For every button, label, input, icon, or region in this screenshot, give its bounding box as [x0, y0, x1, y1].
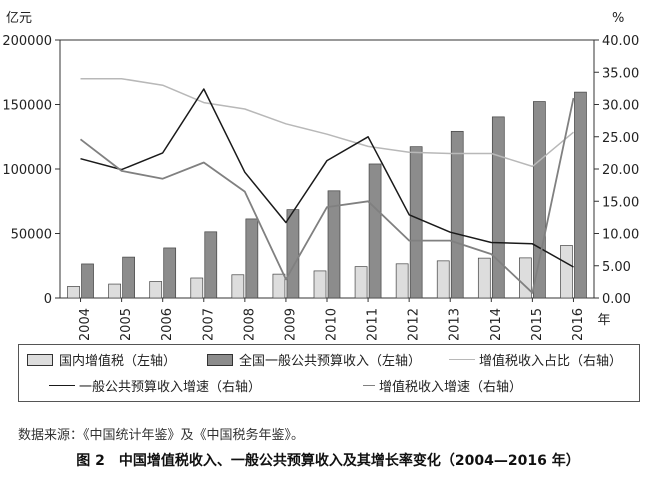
legend-label-vat-share: 增值税收入占比（右轴） — [479, 354, 623, 369]
bar-vat — [313, 270, 327, 299]
legend-row-2: 一般公共预算收入增速（右轴） 增值税收入增速（右轴） — [19, 373, 639, 397]
bar-revenue — [574, 91, 587, 299]
x-tick-label: 2011 — [366, 308, 381, 340]
bar-revenue — [409, 146, 423, 299]
bar-vat — [108, 283, 121, 299]
bar-revenue — [245, 218, 259, 299]
x-tick-label: 2008 — [242, 308, 257, 340]
y-left-unit: 亿元 — [6, 11, 32, 26]
legend-label-revenue-growth: 一般公共预算收入增速（右轴） — [79, 380, 262, 395]
y-left-tick-label: 0 — [44, 292, 52, 307]
legend-item-revenue-growth: 一般公共预算收入增速（右轴） — [49, 376, 261, 395]
bar-revenue — [81, 263, 94, 299]
chart-canvas: 0 50000 100000 150000 200000 0.00 5.00 10.00 15.… — [2, 11, 639, 340]
bar-vat — [477, 257, 491, 299]
bar-vat — [190, 277, 204, 299]
bar-revenue — [163, 247, 177, 299]
line-vat-growth — [79, 97, 575, 294]
x-tick-label: 2015 — [530, 308, 545, 340]
bar-vat — [354, 266, 368, 299]
line-revenue-growth — [80, 88, 574, 268]
legend-row-1: 国内增值税（左轴） 全国一般公共预算收入（左轴） 增值税收入占比（右轴） — [19, 347, 639, 371]
y-right-tick-label: 25.00 — [602, 131, 639, 146]
x-tick-label: 2012 — [407, 308, 422, 340]
bar-vat — [436, 260, 450, 299]
y-left-tick-label: 200000 — [2, 34, 52, 49]
plot-frame — [59, 39, 595, 299]
bar-revenue — [533, 101, 546, 299]
bar-vat — [67, 286, 80, 299]
bar-vat — [272, 273, 286, 299]
y-right-tick-label: 40.00 — [602, 34, 639, 49]
y-left-tick-label: 50000 — [11, 228, 52, 243]
bar-vat — [519, 257, 532, 299]
y-right-tick-label: 5.00 — [602, 260, 631, 275]
legend-label-vat-growth: 增值税收入增速（右轴） — [379, 380, 523, 395]
y-right-tick-label: 35.00 — [602, 66, 639, 81]
bar-revenue — [122, 256, 135, 299]
bar-revenue — [204, 231, 218, 299]
x-tick-label: 2009 — [283, 308, 298, 340]
y-right-tick-label: 30.00 — [602, 99, 639, 114]
x-tick-label: 2013 — [448, 308, 463, 340]
x-unit: 年 — [597, 313, 610, 328]
bar-vat — [231, 274, 245, 299]
bar-revenue — [286, 209, 300, 299]
legend-swatch-vat-growth — [363, 385, 375, 386]
bar-revenue — [491, 116, 505, 299]
bar-vat — [395, 263, 409, 299]
y-right-tick-label: 15.00 — [602, 195, 639, 210]
x-tick-label: 2004 — [78, 308, 93, 340]
legend-item-revenue: 全国一般公共预算收入（左轴） — [207, 350, 421, 369]
legend-label-vat: 国内增值税（左轴） — [59, 354, 177, 369]
x-tick-label: 2007 — [201, 308, 216, 340]
bar-revenue — [450, 130, 464, 299]
legend-swatch-revenue-growth — [49, 385, 75, 386]
bar-vat — [149, 281, 163, 299]
legend-item-vat-share: 增值税收入占比（右轴） — [449, 350, 622, 369]
x-tick-label: 2005 — [119, 308, 134, 340]
y-left-tick-label: 100000 — [2, 163, 52, 178]
x-tick-label: 2010 — [325, 308, 340, 340]
y-right-tick-label: 0.00 — [602, 292, 631, 307]
legend-item-vat: 国内增值税（左轴） — [27, 350, 176, 369]
legend-swatch-vat-share — [449, 359, 475, 360]
y-right-tick-label: 10.00 — [602, 228, 639, 243]
legend-swatch-revenue — [207, 353, 233, 366]
y-right-unit: % — [612, 11, 624, 26]
legend-label-revenue: 全国一般公共预算收入（左轴） — [239, 354, 422, 369]
legend-swatch-vat — [27, 353, 53, 366]
x-tick-label: 2014 — [489, 308, 504, 340]
legend: 国内增值税（左轴） 全国一般公共预算收入（左轴） 增值税收入占比（右轴） 一般公… — [18, 344, 640, 402]
y-right-tick-label: 20.00 — [602, 163, 639, 178]
bar-revenue — [327, 190, 341, 299]
figure-caption: 图 2 中国增值税收入、一般公共预算收入及其增长率变化（2004—2016 年） — [76, 453, 580, 469]
x-tick-label: 2016 — [571, 308, 586, 340]
line-vat-share — [80, 77, 574, 168]
legend-item-vat-growth: 增值税收入增速（右轴） — [363, 376, 522, 395]
y-left-tick-label: 150000 — [2, 99, 52, 114]
bar-revenue — [368, 163, 382, 299]
x-tick-label: 2006 — [160, 308, 175, 340]
bar-vat — [560, 245, 573, 299]
source-note: 数据来源：《中国统计年鉴》及《中国税务年鉴》。 — [18, 428, 305, 443]
